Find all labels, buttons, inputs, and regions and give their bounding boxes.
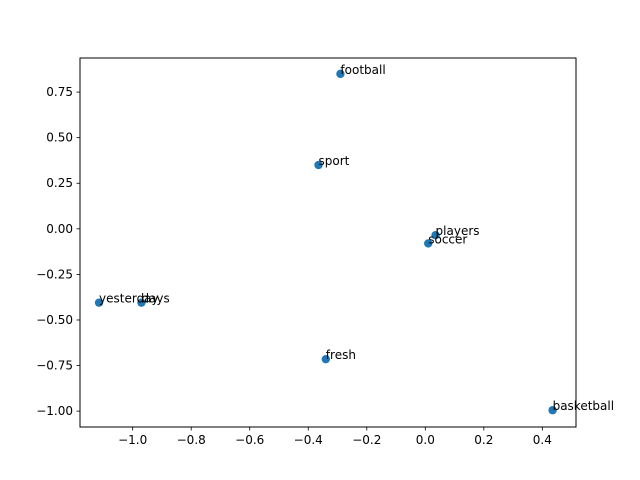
x-tick-label: −0.8: [177, 433, 206, 447]
plot-frame: [79, 57, 577, 428]
data-point-sport: [314, 160, 323, 170]
data-point-players: [431, 231, 440, 240]
data-point-soccer: [424, 239, 433, 248]
data-point-fresh: [321, 354, 331, 364]
y-tick-label: −0.50: [36, 313, 73, 327]
points-layer: [94, 69, 557, 415]
x-tick-label: −1.0: [118, 433, 147, 447]
x-tick-label: −0.2: [352, 433, 381, 447]
y-tick-label: 0.75: [46, 85, 73, 99]
data-point-football: [336, 69, 345, 79]
point-label-fresh: fresh: [326, 348, 356, 362]
point-label-soccer: soccer: [428, 232, 467, 246]
point-label-sport: sport: [318, 154, 349, 168]
y-tick-label: 0.50: [46, 131, 73, 145]
y-tick-label: −0.25: [36, 267, 73, 281]
x-axis: −1.0 −0.8 −0.6 −0.4 −0.2 0.0 0.2 0.4: [118, 427, 552, 447]
x-tick-label: −0.6: [235, 433, 264, 447]
y-tick-label: 0.25: [46, 176, 73, 190]
point-label-players: players: [436, 224, 480, 238]
x-tick-label: 0.0: [416, 433, 435, 447]
x-tick-label: −0.4: [294, 433, 323, 447]
x-tick-label: 0.2: [474, 433, 493, 447]
point-label-basketball: basketball: [553, 399, 614, 413]
data-point-basketball: [548, 406, 557, 415]
y-tick-label: −0.75: [36, 359, 73, 373]
y-tick-label: 0.00: [46, 222, 73, 236]
y-tick-label: −1.00: [36, 404, 73, 418]
data-point-yesterday: [94, 298, 104, 307]
data-point-days: [137, 298, 146, 307]
y-axis: 0.75 0.50 0.25 0.00 −0.25 −0.50 −0.75 −1.00: [36, 85, 80, 418]
point-label-football: football: [340, 63, 385, 77]
point-label-yesterday: yesterday: [99, 292, 159, 306]
point-label-days: days: [141, 292, 169, 306]
x-tick-label: 0.4: [533, 433, 552, 447]
